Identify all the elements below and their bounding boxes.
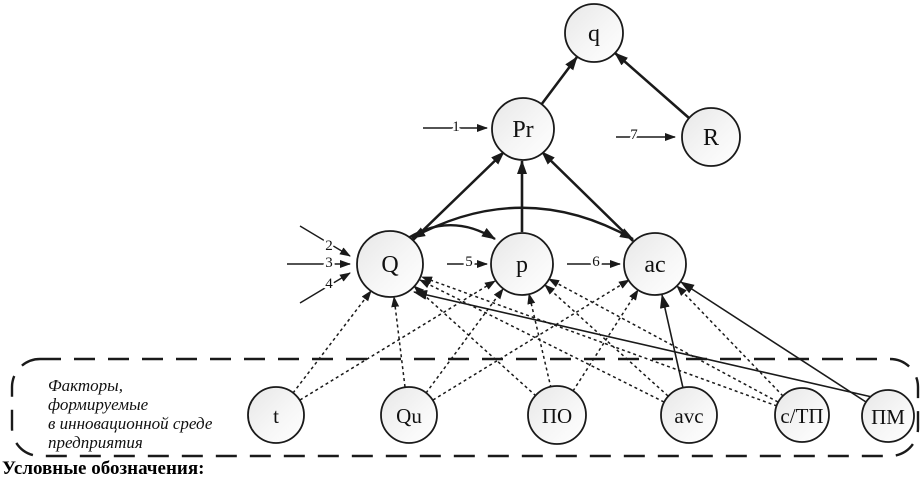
edge-dotted-PO-ac: [572, 289, 639, 392]
edge-solid-PM-ac: [680, 281, 867, 403]
factors-label-line-2: формируемые: [48, 395, 149, 414]
node-t: [247, 386, 305, 444]
input-arrow-label-3: 3: [325, 255, 333, 271]
edge-dotted-PO-p: [527, 293, 552, 389]
node-label-Qu: Qu: [396, 404, 422, 428]
input-arrow-4: [299, 272, 351, 304]
factors-box-layer: [10, 357, 920, 458]
node-label-PM: ПМ: [871, 405, 905, 429]
factors-box-outline: [10, 357, 920, 458]
node-label-p: p: [516, 252, 528, 278]
edge-dotted-Qu-Q: [391, 296, 406, 388]
node-label-t: t: [273, 404, 279, 428]
factors-label-line-1: Факторы,: [48, 376, 123, 395]
edge-bold-Pr-q: [539, 56, 579, 106]
edge-dotted-Qu-p: [425, 288, 504, 394]
edge-dotted-Qu-ac: [432, 279, 630, 401]
edge-dotted-cTP-p: [548, 278, 779, 403]
node-label-R: R: [703, 125, 719, 151]
input-arrow-label-2: 2: [325, 238, 333, 254]
factors-label-line-3: в инновационной среде: [48, 414, 213, 433]
edge-dotted-t-Q: [292, 290, 372, 394]
edge-dotted-avc-p: [544, 284, 669, 397]
node-Q: [356, 230, 424, 298]
legend-heading: Условные обозначения:: [2, 458, 205, 479]
input-arrow-2: [299, 225, 351, 257]
factors-label-line-4: предприятия: [48, 433, 143, 452]
node-avc: [660, 386, 718, 444]
node-PO: [527, 385, 587, 445]
node-label-Pr: Pr: [512, 117, 533, 143]
edge-dotted-cTP-ac: [676, 285, 784, 397]
node-label-ac: ac: [644, 252, 665, 278]
factors-box-label: Факторы, формируемые в инновационной сре…: [48, 376, 212, 452]
node-Pr: [491, 97, 555, 161]
node-q: [564, 3, 624, 63]
input-arrow-label-6: 6: [592, 254, 600, 270]
input-arrow-label-5: 5: [465, 254, 473, 270]
node-PM: [861, 389, 915, 443]
node-Qu: [380, 386, 438, 444]
input-arrow-label-7: 7: [630, 127, 638, 143]
node-ac: [623, 232, 687, 296]
node-label-Q: Q: [381, 252, 398, 278]
edge-solid-avc-ac: [659, 294, 684, 389]
input-arrow-label-4: 4: [325, 276, 333, 292]
input-arrow-label-1: 1: [452, 119, 460, 135]
edge-solid-PM-Q: [413, 290, 873, 398]
edge-dotted-t-p: [299, 280, 496, 401]
node-label-PO: ПО: [542, 404, 572, 428]
node-label-cTP: с/ТП: [780, 404, 823, 428]
edge-dotted-cTP-Q: [421, 276, 778, 407]
node-R: [681, 107, 741, 167]
edge-bold-R-q: [614, 52, 690, 119]
node-p: [490, 232, 554, 296]
node-cTP: [774, 387, 830, 443]
node-label-q: q: [588, 21, 600, 47]
edge-curve-Q-p: [401, 224, 496, 243]
edges-layer: [287, 52, 873, 407]
edge-bold-Q-Pr: [412, 151, 505, 241]
edge-curve-Q-ac: [411, 206, 634, 241]
edge-bold-ac-Pr: [541, 151, 634, 242]
node-label-avc: avc: [674, 404, 703, 428]
edge-dotted-PO-Q: [413, 285, 537, 397]
nodes-layer: [247, 3, 915, 445]
